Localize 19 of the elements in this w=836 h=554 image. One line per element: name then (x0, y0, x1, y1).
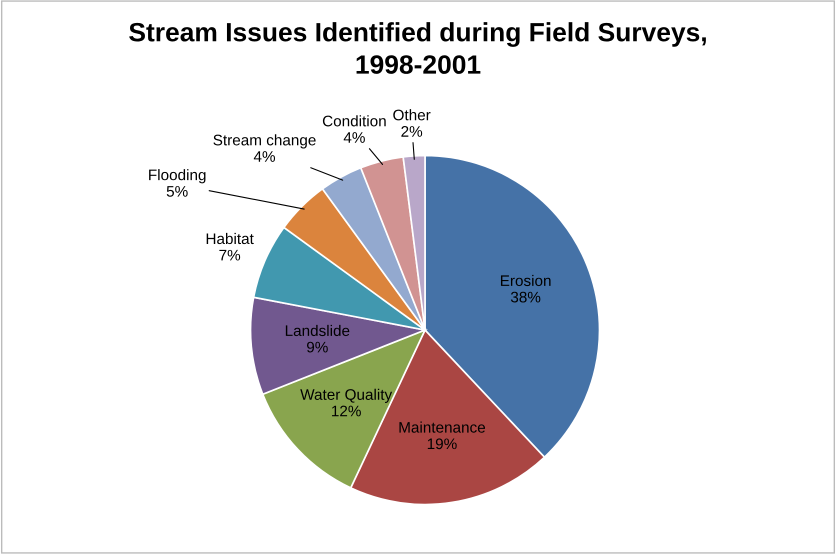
data-label: 19% (428, 438, 457, 450)
slice-label: Flooding (149, 169, 206, 184)
data-label: 4% (344, 132, 365, 143)
data-label: 7% (219, 250, 240, 261)
data-label: 2% (401, 126, 422, 137)
chart-title: Stream Issues Identified during Field Surveys, 1998-2001 (129, 22, 706, 74)
data-label: 5% (166, 186, 188, 197)
slice-label: Other (393, 109, 431, 120)
data-label: 12% (332, 406, 361, 416)
slice-label: Maintenance (399, 422, 486, 433)
slice-label: Water Quality (300, 388, 392, 403)
slice-label: Erosion (500, 274, 551, 286)
slice-label: Landslide (286, 324, 350, 336)
data-label: 9% (306, 342, 328, 353)
data-label: 4% (254, 151, 276, 162)
slice-label: Condition (322, 115, 386, 126)
data-label: 38% (510, 292, 540, 303)
slice-label: Habitat (206, 232, 254, 244)
slice-label: Stream change (213, 134, 316, 148)
